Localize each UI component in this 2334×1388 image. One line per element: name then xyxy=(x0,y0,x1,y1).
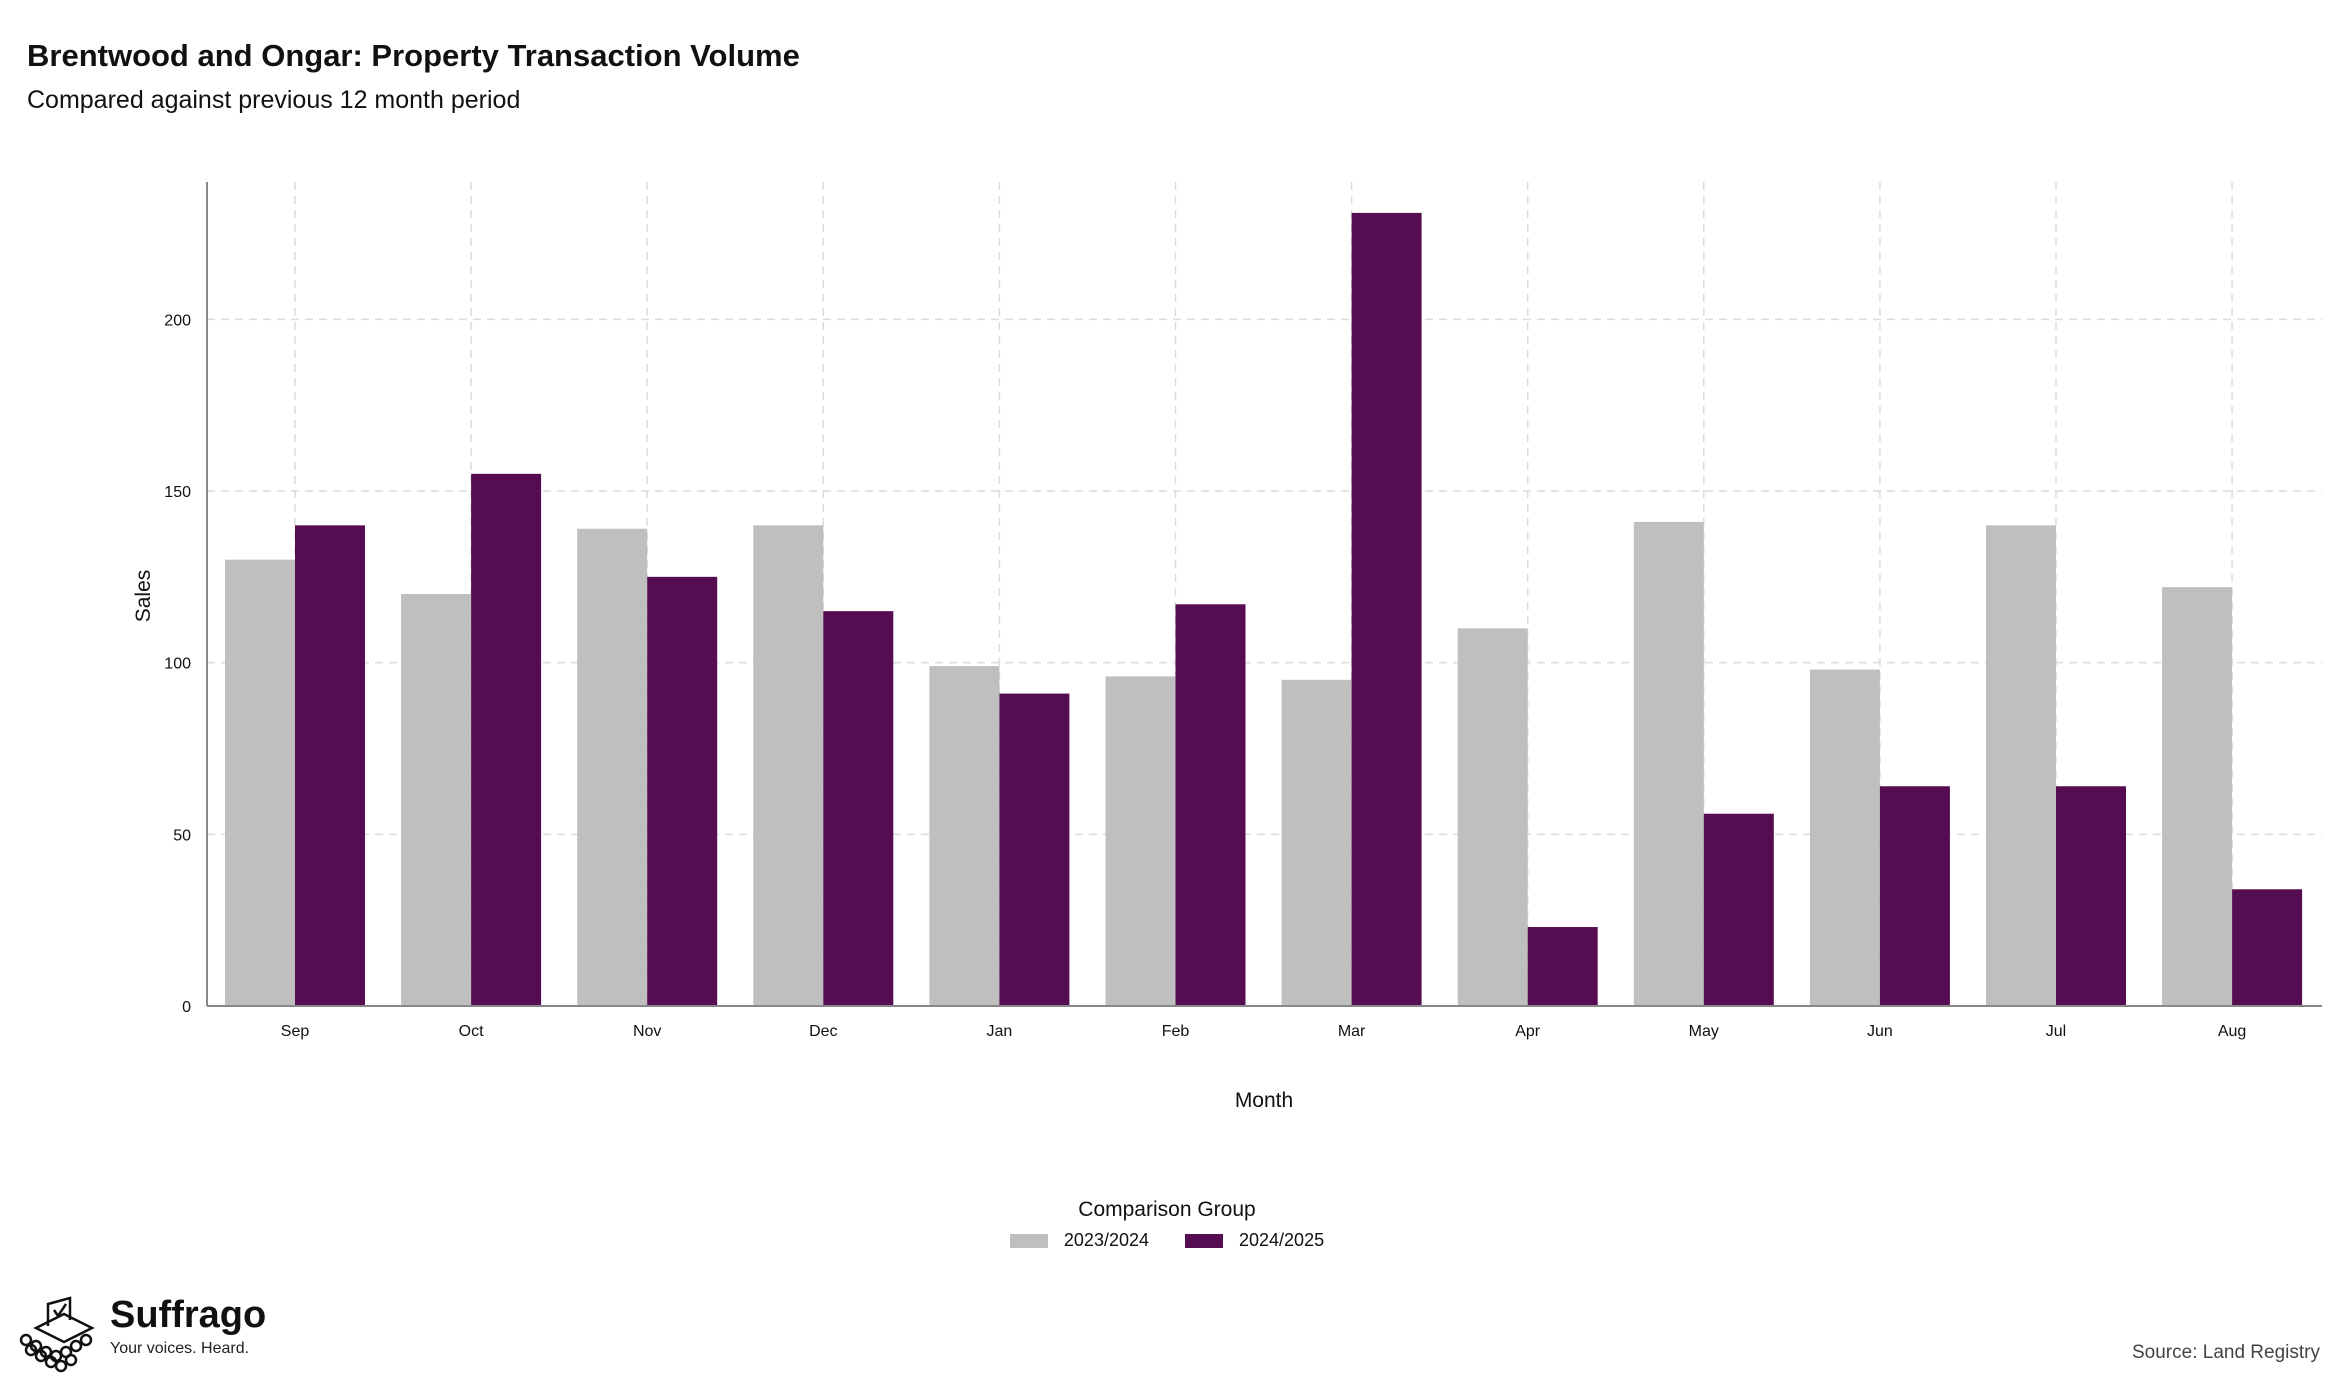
bar-jan-2024-2025 xyxy=(999,693,1070,1006)
bar-jan-2023-2024 xyxy=(929,666,1000,1006)
x-tick-label-aug: Aug xyxy=(2218,1023,2246,1040)
x-tick-label-jul: Jul xyxy=(2046,1023,2066,1040)
brand-name: Suffrago xyxy=(110,1294,267,1336)
x-tick-label-mar: Mar xyxy=(1338,1023,1366,1040)
bars xyxy=(225,212,2303,1006)
y-tick-label: 100 xyxy=(164,656,191,673)
bar-sep-2023-2024 xyxy=(225,559,295,1006)
bar-oct-2024-2025 xyxy=(471,473,542,1006)
legend-title: Comparison Group xyxy=(1078,1198,1256,1221)
y-tick-label: 150 xyxy=(164,484,191,501)
legend-item-2024-2025: 2024/2025 xyxy=(1185,1230,1324,1251)
bar-jun-2024-2025 xyxy=(1879,786,1950,1006)
x-tick-label-jan: Jan xyxy=(987,1023,1013,1040)
legend-swatch-2024-2025 xyxy=(1185,1233,1223,1248)
bar-aug-2024-2025 xyxy=(2232,889,2303,1006)
bar-apr-2023-2024 xyxy=(1457,628,1528,1006)
bar-feb-2023-2024 xyxy=(1105,676,1176,1006)
x-axis-title: Month xyxy=(1235,1089,1293,1112)
x-tick-label-jun: Jun xyxy=(1867,1023,1893,1040)
y-tick-label: 200 xyxy=(164,312,191,329)
bar-nov-2024-2025 xyxy=(647,576,718,1006)
bar-jul-2024-2025 xyxy=(2056,786,2126,1006)
bar-sep-2024-2025 xyxy=(295,525,365,1006)
bar-apr-2024-2025 xyxy=(1527,927,1598,1006)
ballot-box-icon xyxy=(19,1296,95,1373)
legend-label-2023-2024: 2023/2024 xyxy=(1063,1230,1149,1250)
legend-swatch-2023-2024 xyxy=(1009,1233,1048,1248)
bar-feb-2024-2025 xyxy=(1175,604,1246,1006)
bar-mar-2024-2025 xyxy=(1351,212,1422,1006)
x-tick-label-oct: Oct xyxy=(459,1023,484,1040)
bar-dec-2024-2025 xyxy=(823,611,894,1006)
bar-nov-2023-2024 xyxy=(577,528,648,1006)
bar-may-2024-2025 xyxy=(1703,813,1774,1006)
bar-may-2023-2024 xyxy=(1633,521,1704,1006)
y-axis-title: Sales xyxy=(132,570,155,623)
brand-tagline: Your voices. Heard. xyxy=(110,1340,250,1357)
bar-oct-2023-2024 xyxy=(401,594,472,1006)
bar-jun-2023-2024 xyxy=(1809,669,1880,1006)
x-tick-label-sep: Sep xyxy=(281,1023,310,1040)
bar-chart: 0 50 100 150 200 Sep Oct Nov Dec Jan Feb Mar Apr May… xyxy=(132,182,2322,1112)
bar-aug-2023-2024 xyxy=(2162,587,2233,1006)
chart-subtitle: Compared against previous 12 month perio… xyxy=(27,86,521,114)
legend-label-2024-2025: 2024/2025 xyxy=(1239,1230,1325,1250)
chart-title: Brentwood and Ongar: Property Transactio… xyxy=(27,38,800,73)
x-tick-label-dec: Dec xyxy=(809,1023,837,1040)
source-note: Source: Land Registry xyxy=(2132,1342,2320,1363)
y-tick-labels: 0 50 100 150 200 xyxy=(164,312,191,1016)
x-tick-label-nov: Nov xyxy=(633,1023,661,1040)
brand-logo: Suffrago Your voices. Heard. xyxy=(14,1290,266,1376)
legend-item-2023-2024: 2023/2024 xyxy=(1009,1230,1149,1251)
y-tick-label: 50 xyxy=(173,827,191,844)
x-tick-label-may: May xyxy=(1689,1023,1719,1040)
y-tick-label: 0 xyxy=(182,999,191,1016)
x-tick-label-apr: Apr xyxy=(1515,1023,1541,1040)
bar-mar-2023-2024 xyxy=(1281,679,1352,1006)
bar-jul-2023-2024 xyxy=(1986,525,2056,1006)
legend: Comparison Group 2023/2024 2024/2025 xyxy=(0,1198,2334,1251)
bar-dec-2023-2024 xyxy=(753,525,824,1006)
axes xyxy=(206,182,2322,1007)
x-tick-labels: Sep Oct Nov Dec Jan Feb Mar Apr May Jun Jul Aug xyxy=(281,1023,2247,1040)
x-tick-label-feb: Feb xyxy=(1162,1023,1190,1040)
